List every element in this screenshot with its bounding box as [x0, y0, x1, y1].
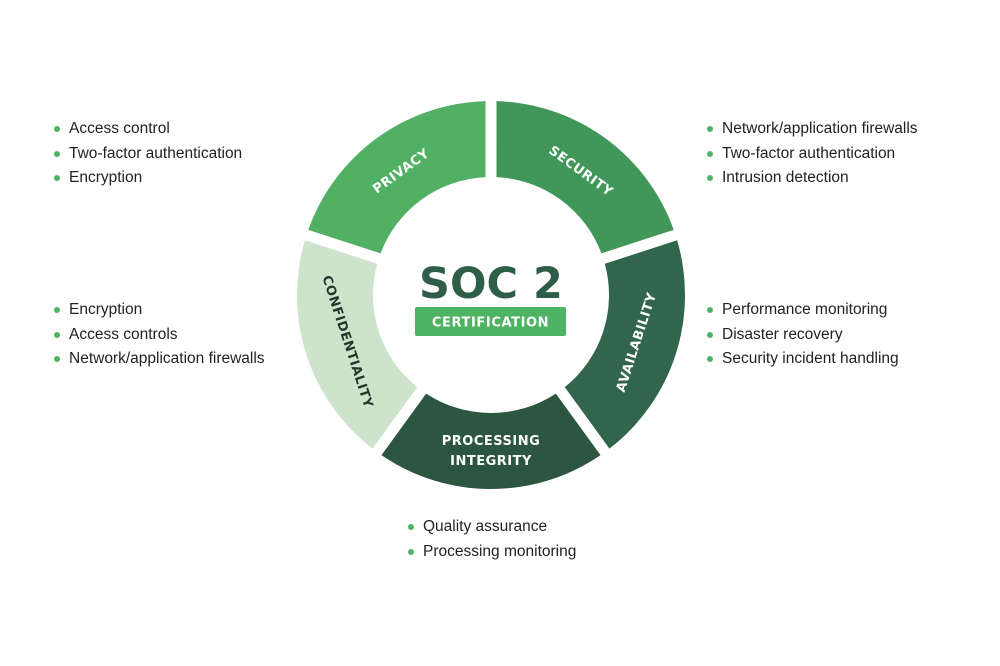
list-item: Access controls	[54, 323, 265, 348]
segment-label-line: PROCESSING	[442, 434, 541, 449]
list-item: Performance monitoring	[707, 298, 899, 323]
list-item: Security incident handling	[707, 347, 899, 372]
bullet-icon	[707, 126, 713, 132]
segment-label-processing: PROCESSING INTEGRITY	[442, 434, 541, 469]
list-item: Network/application firewalls	[707, 117, 918, 142]
list-item: Quality assurance	[408, 515, 576, 540]
availability-controls-list: Performance monitoring Disaster recovery…	[707, 298, 899, 372]
segment-processing	[381, 393, 601, 490]
bullet-icon	[54, 331, 60, 338]
bullet-icon	[707, 175, 713, 181]
bullet-icon	[54, 126, 60, 132]
list-item: Intrusion detection	[707, 166, 918, 191]
list-item: Access control	[54, 117, 242, 142]
bullet-icon	[408, 548, 414, 555]
security-controls-list: Network/application firewalls Two-factor…	[707, 117, 918, 191]
confidentiality-controls-list: Encryption Access controls Network/appli…	[54, 298, 265, 372]
segment-availability	[564, 240, 685, 449]
bullet-icon	[707, 307, 713, 313]
bullet-icon	[707, 331, 713, 338]
list-item: Encryption	[54, 166, 242, 191]
list-item: Encryption	[54, 298, 265, 323]
list-item: Two-factor authentication	[707, 142, 918, 167]
list-item: Two-factor authentication	[54, 142, 242, 167]
segment-label-line: INTEGRITY	[450, 454, 532, 469]
processing-integrity-controls-list: Quality assurance Processing monitoring	[408, 515, 576, 564]
bullet-icon	[707, 356, 713, 362]
list-item: Network/application firewalls	[54, 347, 265, 372]
certification-badge-label: CERTIFICATION	[432, 316, 549, 331]
list-item: Processing monitoring	[408, 540, 576, 565]
bullet-icon	[54, 150, 60, 157]
certification-badge	[415, 307, 566, 336]
bullet-icon	[707, 150, 713, 157]
bullet-icon	[54, 175, 60, 181]
segment-security	[496, 101, 674, 254]
bullet-icon	[54, 307, 60, 313]
segment-confidentiality	[296, 240, 418, 449]
bullet-icon	[54, 356, 60, 362]
list-item: Disaster recovery	[707, 323, 899, 348]
segment-privacy	[308, 101, 486, 254]
center-title: SOC 2	[419, 259, 563, 309]
privacy-controls-list: Access control Two-factor authentication…	[54, 117, 242, 191]
bullet-icon	[408, 524, 414, 530]
